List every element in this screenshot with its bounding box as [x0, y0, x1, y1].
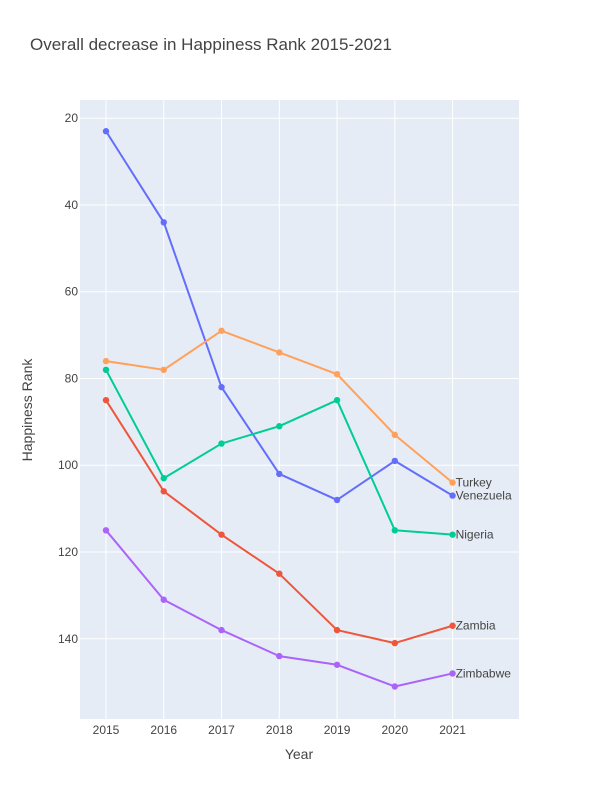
- y-tick-label: 100: [58, 458, 78, 472]
- data-point-venezuela: [276, 470, 283, 478]
- data-point-zimbabwe: [218, 626, 225, 634]
- data-point-nigeria: [218, 440, 225, 447]
- data-point-nigeria: [160, 475, 167, 482]
- data-point-venezuela: [218, 383, 225, 391]
- data-point-zambia: [333, 626, 341, 634]
- data-point-zimbabwe: [102, 527, 110, 534]
- data-point-zambia: [102, 396, 110, 404]
- data-point-nigeria: [333, 396, 341, 404]
- data-point-zambia: [276, 570, 283, 577]
- data-point-venezuela: [391, 457, 399, 465]
- data-point-zambia: [391, 639, 399, 647]
- data-point-zambia: [160, 488, 167, 495]
- data-point-zimbabwe: [276, 652, 283, 660]
- data-point-zimbabwe: [391, 683, 399, 690]
- data-point-zimbabwe: [160, 596, 167, 603]
- data-point-turkey: [391, 431, 399, 439]
- series-label-venezuela: Venezuela: [456, 489, 512, 503]
- x-tick-label: 2017: [208, 723, 235, 737]
- data-point-venezuela: [160, 219, 167, 226]
- y-axis-ticks: 20 40 60 80 100 120 140: [58, 111, 78, 646]
- data-point-zimbabwe: [449, 670, 456, 677]
- y-tick-label: 20: [65, 111, 79, 125]
- x-axis-title: Year: [285, 746, 314, 762]
- data-point-turkey: [160, 366, 167, 374]
- y-tick-label: 120: [58, 545, 78, 559]
- data-point-zambia: [449, 622, 456, 629]
- x-tick-label: 2020: [381, 723, 408, 737]
- data-point-turkey: [102, 357, 110, 365]
- data-point-venezuela: [102, 128, 110, 135]
- y-tick-label: 60: [65, 285, 79, 299]
- series-label-nigeria: Nigeria: [456, 528, 494, 542]
- data-point-turkey: [218, 327, 225, 334]
- data-point-zimbabwe: [333, 661, 341, 668]
- data-point-nigeria: [276, 423, 283, 430]
- x-axis-ticks: 2015 2016 2017 2018 2019 2020 2021: [93, 723, 467, 737]
- y-axis-title: Happiness Rank: [19, 358, 35, 462]
- data-point-nigeria: [449, 531, 456, 538]
- x-tick-label: 2019: [324, 723, 351, 737]
- series-label-zimbabwe: Zimbabwe: [456, 666, 512, 680]
- series-label-zambia: Zambia: [456, 619, 496, 633]
- x-tick-label: 2021: [439, 723, 466, 737]
- series-labels: Venezuela Zambia Nigeria Zimbabwe Turkey: [456, 476, 512, 681]
- series-label-turkey: Turkey: [456, 476, 492, 490]
- series-points: [102, 128, 456, 690]
- grid-lines: [80, 100, 519, 719]
- x-tick-label: 2016: [150, 723, 177, 737]
- y-tick-label: 40: [65, 198, 79, 212]
- data-point-nigeria: [391, 527, 399, 534]
- data-point-nigeria: [102, 366, 110, 374]
- data-point-turkey: [276, 349, 283, 356]
- data-point-venezuela: [333, 496, 341, 504]
- plot-area: [80, 100, 519, 719]
- x-tick-label: 2018: [266, 723, 293, 737]
- y-tick-label: 140: [58, 632, 78, 646]
- data-point-turkey: [333, 370, 341, 378]
- data-point-turkey: [449, 479, 456, 486]
- x-tick-label: 2015: [93, 723, 120, 737]
- data-point-venezuela: [449, 492, 456, 499]
- y-tick-label: 80: [65, 371, 79, 385]
- data-point-zambia: [218, 531, 225, 538]
- chart-title: Overall decrease in Happiness Rank 2015-…: [30, 35, 392, 54]
